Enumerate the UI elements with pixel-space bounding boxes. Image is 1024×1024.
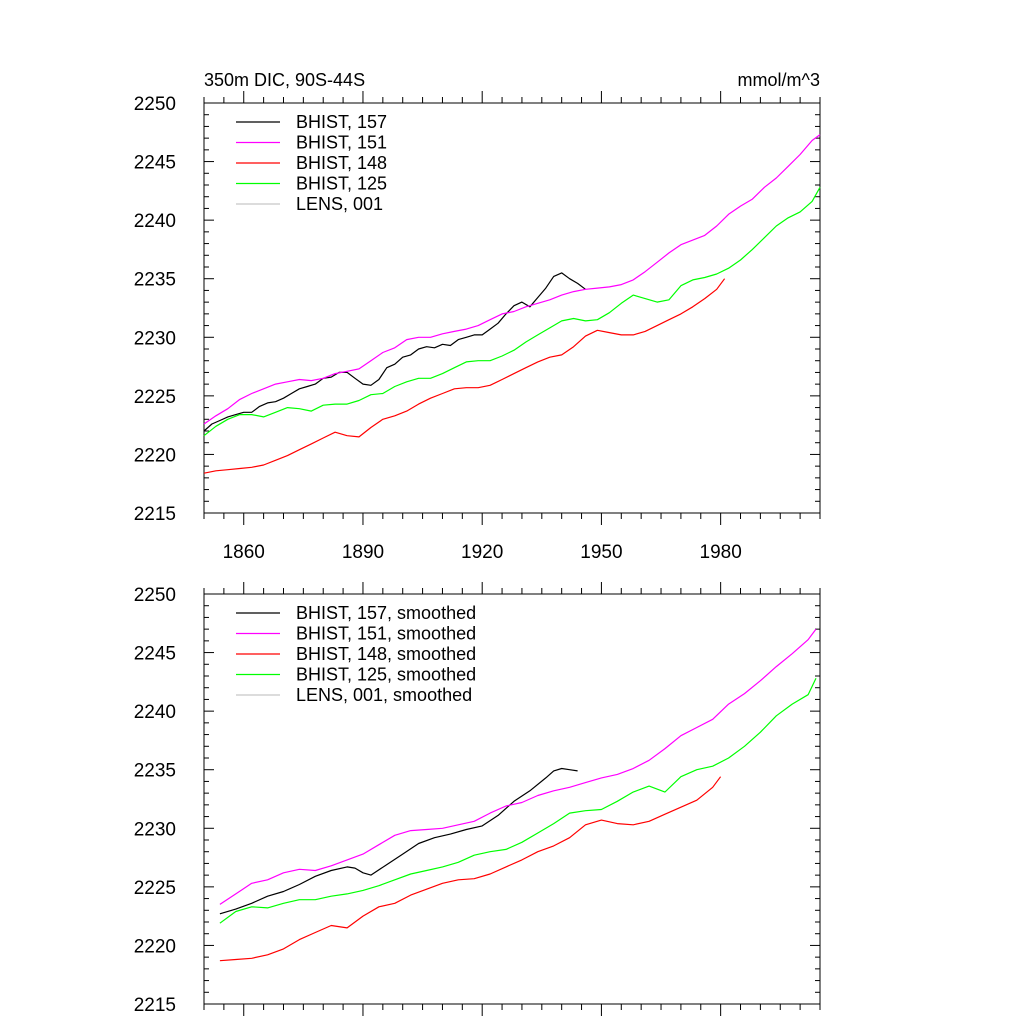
x-tick-label: 1860: [223, 542, 265, 563]
x-axis-bottom: [203, 582, 821, 1016]
y-tick-label: 2235: [134, 270, 176, 291]
legend-label: BHIST, 151: [296, 133, 387, 153]
x-axis-top: 1860 1890 1920 1950 1980: [203, 91, 821, 563]
plot-frame-bottom: [203, 593, 821, 1005]
y-tick-label: 2240: [134, 702, 176, 723]
y-tick-label: 2240: [134, 211, 176, 232]
legend-label: BHIST, 148, smoothed: [296, 644, 476, 664]
series-line-1: [203, 134, 821, 425]
series-line-1: [219, 628, 817, 905]
series-top: [203, 134, 821, 474]
y-tick-label: 2230: [134, 819, 176, 840]
series-line-3: [219, 678, 817, 924]
x-tick-label: 1920: [461, 542, 503, 563]
legend-label: BHIST, 157: [296, 112, 387, 132]
legend-label: BHIST, 125, smoothed: [296, 665, 476, 685]
y-tick-label: 2220: [134, 445, 176, 466]
y-tick-label: 2220: [134, 936, 176, 957]
series-line-0: [219, 767, 578, 915]
series-line-2: [203, 278, 726, 474]
legend-label: BHIST, 151, smoothed: [296, 624, 476, 644]
legend-label: LENS, 001, smoothed: [296, 685, 472, 705]
panel-top: 2215 2220 2225 2230 2235 2240 2245 2250 1860 189…: [134, 91, 821, 563]
y-tick-label: 2230: [134, 328, 176, 349]
series-line-2: [219, 776, 722, 962]
y-tick-label: 2215: [134, 995, 176, 1016]
y-tick-label: 2225: [134, 387, 176, 408]
series-bottom: [219, 628, 817, 962]
units-label: mmol/m^3: [738, 70, 820, 90]
figure-title: 350m DIC, 90S-44S: [204, 70, 365, 90]
series-line-3: [203, 187, 821, 437]
x-tick-label: 1950: [580, 542, 622, 563]
y-tick-label: 2245: [134, 644, 176, 665]
y-tick-label: 2245: [134, 153, 176, 174]
series-line-0: [203, 272, 586, 432]
x-tick-label: 1890: [342, 542, 384, 563]
y-tick-label: 2235: [134, 761, 176, 782]
x-tick-label: 1980: [700, 542, 742, 563]
legend-label: LENS, 001: [296, 194, 383, 214]
legend-label: BHIST, 157, smoothed: [296, 603, 476, 623]
legend-label: BHIST, 148: [296, 153, 387, 173]
y-tick-label: 2215: [134, 504, 176, 525]
y-tick-label: 2250: [134, 94, 176, 115]
y-axis-top: 2215 2220 2225 2230 2235 2240 2245 2250: [134, 94, 820, 525]
y-tick-label: 2225: [134, 878, 176, 899]
plot-frame-top: [203, 102, 821, 514]
legend-label: BHIST, 125: [296, 174, 387, 194]
y-axis-bottom: 2215 2220 2225 2230 2235 2240 2245 2250: [134, 585, 820, 1016]
panel-bottom: 2215 2220 2225 2230 2235 2240 2245 2250 BHIST, …: [134, 582, 821, 1016]
y-tick-label: 2250: [134, 585, 176, 606]
